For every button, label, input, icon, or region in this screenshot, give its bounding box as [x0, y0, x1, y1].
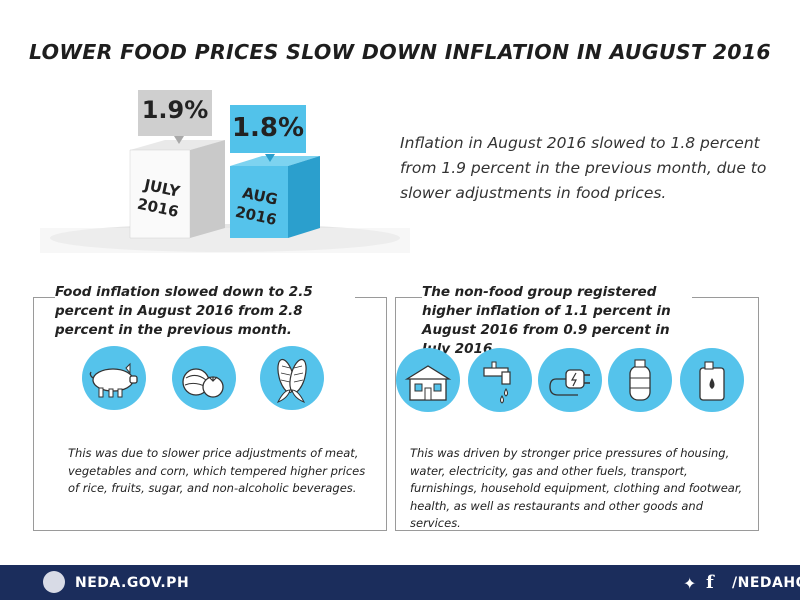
august-rate-badge: 1.8% [230, 105, 306, 153]
electric-plug-icon [538, 348, 602, 412]
vegetables-icon [172, 346, 236, 410]
intro-text: Inflation in August 2016 slowed to 1.8 p… [400, 134, 767, 202]
neda-seal-icon [43, 571, 65, 593]
house-icon [396, 348, 460, 412]
social-handle[interactable]: /NEDAHQ [732, 575, 800, 591]
page-title: LOWER FOOD PRICES SLOW DOWN INFLATION IN… [29, 40, 771, 64]
july-rate-badge: 1.9% [138, 90, 212, 136]
corn-icon [260, 346, 324, 410]
twitter-icon[interactable]: ✦ [683, 574, 697, 593]
faucet-icon [468, 348, 532, 412]
pig-icon [82, 346, 146, 410]
nonfood-explanation: This was driven by stronger price pressu… [410, 446, 743, 530]
gas-tank-icon [608, 348, 672, 412]
fuel-can-icon [680, 348, 744, 412]
footer-bar [0, 565, 800, 600]
food-heading: Food inflation slowed down to 2.5 percen… [55, 283, 355, 340]
website-link[interactable]: NEDA.GOV.PH [75, 575, 190, 591]
facebook-icon[interactable]: f [706, 572, 714, 593]
nonfood-heading: The non-food group registered higher inf… [422, 283, 692, 359]
rate-cubes [40, 136, 410, 253]
food-explanation: This was due to slower price adjustments… [68, 446, 366, 495]
